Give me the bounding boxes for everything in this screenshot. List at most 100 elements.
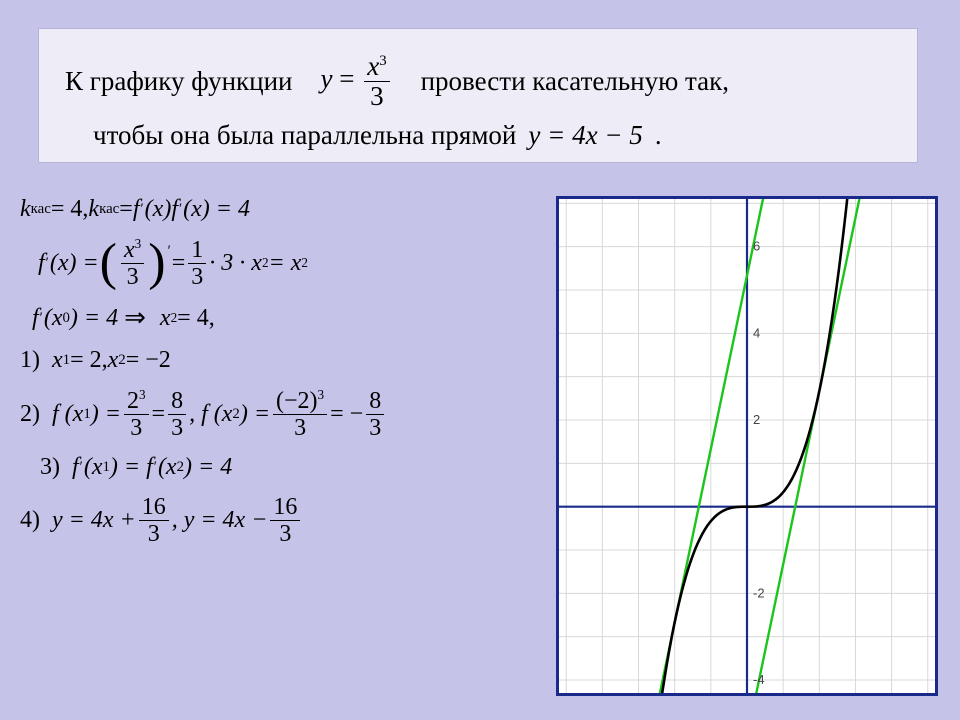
eq2b: = 2, [70,347,108,374]
svg-text:4: 4 [753,325,760,340]
eq4: = 4, [51,196,89,223]
x0: 0 [62,310,69,327]
x2s: 2 [118,352,125,369]
k2: k [88,196,99,223]
fn-num: x [367,51,379,81]
frac-16-3a: 16 3 [139,495,169,546]
step-3: 3) f′(x1) = f′(x2) = 4 [40,454,555,481]
eq2: = [172,250,186,277]
eq: = [119,196,133,223]
fx2b: , f (x [189,401,232,428]
prime5: ′ [80,459,83,476]
svg-text:6: 6 [753,239,760,254]
fx6: (x [158,454,177,481]
f2d: 3 [168,415,186,440]
f1n: 2 [127,388,139,414]
eq6: = [152,401,166,428]
graph-svg: 642-2-4 [559,199,935,693]
frac-8-3a: 8 3 [168,389,186,440]
function-equation: y = x3 3 [320,53,392,110]
label-3: 3) [40,454,60,481]
implies-icon: ⇒ [124,303,146,333]
k1: k [20,196,31,223]
x2b: 2 [301,255,308,271]
label-1: 1) [20,347,40,374]
f3: f [38,250,45,277]
step-derivative: f′(x) = ( x3 3 )′ = 1 3 · 3 · x2 = x2 [38,237,555,289]
eq4c: = 4, [177,305,215,332]
frac-16-3b: 16 3 [270,495,300,546]
prime1: ′ [141,201,144,218]
eqm2: = −2 [126,347,171,374]
svg-text:2: 2 [753,412,760,427]
f2: f [171,196,178,223]
g2d: 3 [276,521,294,546]
fx2bs: 2 [232,406,239,423]
fx5: (x [84,454,103,481]
step-4: 4) y = 4x + 16 3 , y = 4x − 16 3 [20,495,555,546]
fx1b: f (x [52,401,83,428]
g1n: 16 [139,495,169,521]
problem-period: . [655,116,662,155]
f3n: (−2) [276,388,318,414]
problem-text-1: К графику функции [65,62,292,101]
fn-num-exp: 3 [379,53,386,69]
eqneg: = − [330,401,363,428]
ot-den: 3 [188,264,206,289]
fx2: (x) = 4 [183,196,250,223]
eq4b: ) = 4 [70,305,118,332]
eqx2: = x [269,250,302,277]
y2: , y = 4x − [172,507,268,534]
solution-steps: kкас = 4, kкас = f′(x) f′(x) = 4 f′(x) =… [20,196,555,560]
sq: 2 [171,310,178,326]
prime2: ′ [179,201,182,218]
k1-sub: кас [31,201,51,218]
problem-statement: К графику функции y = x3 3 провести каса… [38,28,918,163]
lparen: ( [100,242,117,284]
x1: x [52,347,63,374]
f4n: 8 [366,389,384,415]
svg-text:-4: -4 [753,672,765,687]
fx1: (x) [145,196,172,223]
f1ne: 3 [139,387,146,402]
k2-sub: кас [99,201,119,218]
f4: f [32,305,39,332]
eq7: ) = [240,401,270,428]
d-den: 3 [124,264,142,289]
step-1: 1) x1 = 2, x2 = −2 [20,347,555,374]
fn-den: 3 [367,82,387,110]
g1d: 3 [145,521,163,546]
problem-line-1: К графику функции y = x3 3 провести каса… [65,53,891,110]
frac-2cubed: 23 3 [124,388,149,440]
x1s: 1 [63,352,70,369]
d-num: x [124,237,135,263]
f3d: 3 [291,415,309,440]
y1: y = 4x + [52,507,136,534]
line-equation: y = 4x − 5 [528,116,642,155]
frac-8-3b: 8 3 [366,389,384,440]
fn-lhs: y [320,64,332,94]
f2n: 8 [168,389,186,415]
f3ne: 3 [318,387,325,402]
graph-panel: 642-2-4 [556,196,938,696]
prime4: ′ [40,310,43,327]
fx6s: 2 [177,459,184,476]
fn-fraction: x3 3 [364,53,389,110]
label-2: 2) [20,401,40,428]
step-slope: kкас = 4, kкас = f′(x) f′(x) = 4 [20,196,555,223]
g2n: 16 [270,495,300,521]
label-4: 4) [20,507,40,534]
d-num-exp: 3 [135,236,142,251]
prime-outer: ′ [168,243,171,260]
x2a: 2 [262,255,269,271]
f1d: 3 [127,415,145,440]
fx4: (x [44,305,63,332]
fx5s: 1 [102,459,109,476]
equals: = [339,64,361,94]
eqf: ) = f [110,454,153,481]
fx3: (x) = [50,250,99,277]
deriv-frac: x3 3 [121,237,144,289]
prime6: ′ [154,459,157,476]
step-solve: f′(x0) = 4 ⇒ x2 = 4, [32,303,555,333]
problem-text-3: чтобы она была параллельна прямой [93,116,516,155]
